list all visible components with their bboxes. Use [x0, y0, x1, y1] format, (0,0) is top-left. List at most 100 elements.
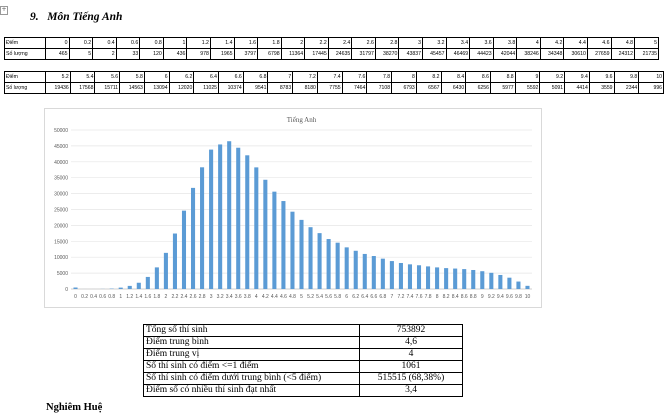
bar — [516, 282, 520, 289]
x-tick-label: 7.6 — [416, 294, 423, 300]
score-cell: 3.2 — [423, 38, 447, 49]
count-cell: 5091 — [540, 83, 565, 94]
count-cell: 8783 — [268, 83, 293, 94]
score-cell: 5.2 — [46, 72, 71, 83]
count-cell: 5592 — [515, 83, 540, 94]
count-cell: 6567 — [416, 83, 441, 94]
bar — [119, 288, 123, 289]
x-tick-label: 6.8 — [379, 294, 386, 300]
x-tick-label: 8 — [436, 294, 439, 300]
count-cell: 10374 — [219, 83, 244, 94]
score-cell: 0.2 — [69, 38, 93, 49]
bar — [426, 266, 430, 289]
x-tick-label: 8.6 — [461, 294, 468, 300]
stat-label: Điểm trung bình — [144, 337, 360, 349]
x-tick-label: 3 — [210, 294, 213, 300]
x-tick-label: 8.8 — [470, 294, 477, 300]
y-tick-label: 10000 — [54, 255, 68, 261]
y-tick-label: 45000 — [54, 144, 68, 150]
bar — [227, 141, 231, 289]
x-tick-label: 1 — [119, 294, 122, 300]
score-cell: 4.4 — [564, 38, 588, 49]
count-cell: 44423 — [470, 49, 494, 60]
bar — [363, 254, 367, 289]
score-cell: 3 — [399, 38, 423, 49]
score-cell: 1.2 — [187, 38, 211, 49]
bar — [137, 283, 141, 289]
count-cell: 7755 — [317, 83, 342, 94]
x-tick-label: 3.2 — [217, 294, 224, 300]
y-tick-label: 50000 — [54, 128, 68, 134]
x-tick-label: 6 — [345, 294, 348, 300]
bar — [236, 148, 240, 289]
count-cell: 465 — [46, 49, 70, 60]
count-cell: 1965 — [210, 49, 234, 60]
count-cell: 5977 — [490, 83, 515, 94]
score-cell: 7 — [268, 72, 293, 83]
bar — [462, 269, 466, 289]
count-cell: 33 — [116, 49, 140, 60]
bar — [191, 188, 195, 289]
bar — [173, 234, 177, 289]
count-cell: 31797 — [352, 49, 376, 60]
count-cell: 4414 — [565, 83, 590, 94]
count-cell: 27659 — [587, 49, 611, 60]
count-cell: 19436 — [46, 83, 71, 94]
bar — [200, 167, 204, 289]
count-cell: 3559 — [589, 83, 614, 94]
count-cell: 38270 — [375, 49, 399, 60]
x-tick-label: 10 — [525, 294, 531, 300]
count-cell: 46469 — [446, 49, 470, 60]
bar — [309, 227, 313, 289]
score-cell: 6 — [144, 72, 169, 83]
count-cell: 38246 — [517, 49, 541, 60]
y-tick-label: 5000 — [57, 271, 68, 277]
count-cell: 7108 — [367, 83, 392, 94]
score-cell: 10 — [639, 72, 664, 83]
bar — [435, 267, 439, 289]
x-tick-label: 4.8 — [289, 294, 296, 300]
x-tick-label: 3.6 — [235, 294, 242, 300]
score-cell: 6.6 — [219, 72, 244, 83]
count-cell: 6430 — [441, 83, 466, 94]
score-cell: 4.6 — [587, 38, 611, 49]
bar — [480, 271, 484, 289]
x-tick-label: 3.8 — [244, 294, 251, 300]
stat-value: 3,4 — [360, 385, 463, 397]
score-cell: 8.4 — [441, 72, 466, 83]
bar — [209, 150, 213, 289]
count-cell: 17445 — [305, 49, 329, 60]
y-tick-label: 30000 — [54, 192, 68, 198]
x-tick-label: 7 — [391, 294, 394, 300]
bar — [336, 243, 340, 289]
count-cell: 43837 — [399, 49, 423, 60]
section-number: 9. — [30, 11, 39, 23]
table-move-handle-icon[interactable]: + — [0, 6, 8, 15]
stat-label: Tổng số thí sinh — [144, 325, 360, 337]
x-tick-label: 4.4 — [271, 294, 278, 300]
bar — [272, 192, 276, 289]
bar — [417, 265, 421, 289]
x-tick-label: 8.4 — [452, 294, 459, 300]
count-cell: 120 — [140, 49, 164, 60]
score-cell: 2.2 — [305, 38, 329, 49]
x-tick-label: 2.2 — [171, 294, 178, 300]
score-cell: 2 — [281, 38, 305, 49]
count-cell: 2344 — [614, 83, 639, 94]
x-tick-label: 9.8 — [515, 294, 522, 300]
x-tick-label: 9.4 — [497, 294, 504, 300]
section-title: Môn Tiếng Anh — [47, 11, 122, 23]
y-tick-label: 40000 — [54, 160, 68, 166]
bar — [354, 251, 358, 289]
bar — [381, 259, 385, 289]
score-cell: 8 — [392, 72, 417, 83]
bar — [327, 239, 331, 289]
score-cell: 2.8 — [375, 38, 399, 49]
x-tick-label: 2.4 — [181, 294, 188, 300]
count-cell: 42044 — [493, 49, 517, 60]
bar — [507, 278, 511, 289]
count-cell: 436 — [163, 49, 187, 60]
score-cell: 3.4 — [446, 38, 470, 49]
